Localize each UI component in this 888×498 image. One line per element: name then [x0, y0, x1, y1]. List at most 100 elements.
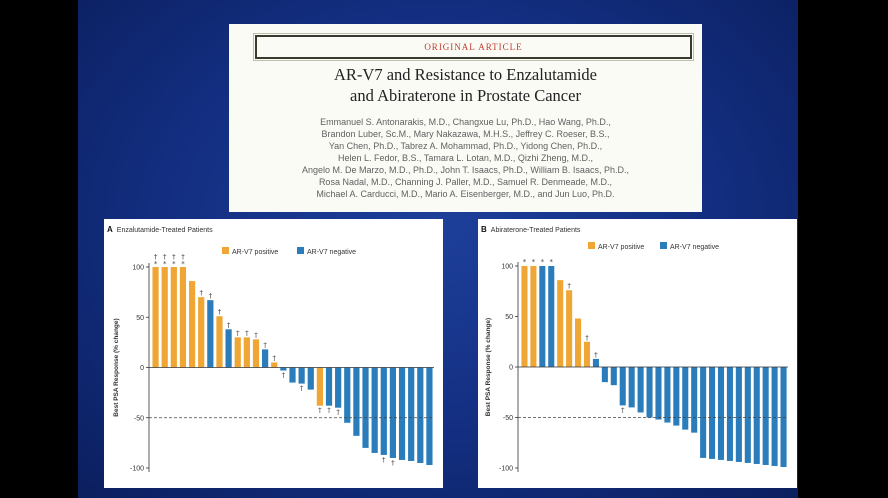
- bar: [655, 367, 662, 420]
- bar: [252, 339, 260, 368]
- bar: [280, 367, 287, 371]
- bar: [298, 367, 305, 384]
- legend-label: AR-V7 positive: [598, 244, 644, 251]
- author-list: Emmanuel S. Antonarakis, M.D., Changxue …: [241, 116, 690, 200]
- bar: [753, 367, 760, 464]
- y-tick-label: -100: [499, 466, 513, 473]
- bar: [408, 367, 415, 461]
- bar: [762, 367, 769, 465]
- y-tick-label: 0: [509, 365, 513, 372]
- bar: [717, 367, 725, 460]
- bar-annotation: *: [532, 258, 536, 266]
- bar: [771, 367, 778, 466]
- bar-annotation: *: [523, 258, 527, 266]
- bar: [601, 367, 608, 383]
- bar-annotation: †: [209, 292, 213, 300]
- bar: [389, 367, 397, 458]
- bar: [353, 367, 360, 436]
- bar: [592, 358, 599, 367]
- bar: [170, 267, 177, 368]
- chart-title-text: Enzalutamide-Treated Patients: [116, 227, 213, 234]
- bar-annotation: †: [336, 409, 340, 417]
- bar-annotation: †: [318, 407, 322, 415]
- y-tick-label: 50: [505, 314, 513, 321]
- bar-annotation: †: [218, 308, 222, 316]
- legend-swatch: [660, 242, 667, 249]
- bar: [709, 367, 716, 459]
- bar-annotation: †: [567, 282, 571, 290]
- bar: [289, 367, 296, 383]
- y-tick-label: 50: [136, 315, 144, 322]
- bar: [691, 367, 698, 433]
- y-tick-label: 100: [501, 264, 513, 271]
- y-axis-label: Best PSA Response (% change): [113, 318, 120, 416]
- bar: [566, 290, 573, 367]
- bar: [344, 367, 351, 423]
- bar: [398, 367, 406, 460]
- bar-annotation: †: [391, 459, 395, 467]
- bar: [316, 367, 323, 406]
- bar-annotation: †: [199, 289, 203, 297]
- bar-annotation: *: [550, 258, 554, 266]
- bar: [521, 266, 528, 367]
- bar-annotation: †: [300, 385, 304, 393]
- bar: [700, 367, 707, 458]
- bar: [271, 362, 278, 368]
- bar-annotation: † *: [154, 253, 158, 268]
- author-line: Angelo M. De Marzo, M.D., Ph.D., John T.…: [302, 165, 629, 175]
- bar-annotation: †: [245, 329, 249, 337]
- author-line: Yan Chen, Ph.D., Tabrez A. Mohammad, Ph.…: [328, 141, 603, 151]
- bar-annotation: † *: [163, 253, 167, 268]
- bar-annotation: †: [227, 321, 231, 329]
- bar: [744, 367, 751, 463]
- legend-label: AR-V7 negative: [307, 249, 356, 256]
- bar-annotation: †: [621, 406, 625, 414]
- bar: [307, 367, 314, 390]
- bar: [362, 367, 369, 448]
- article-title-line: and Abiraterone in Prostate Cancer: [350, 86, 581, 105]
- chart-title: B Abiraterone-Treated Patients: [481, 225, 580, 234]
- bar-annotation: †: [585, 334, 589, 342]
- article-title-line: AR-V7 and Resistance to Enzalutamide: [333, 65, 597, 84]
- bar: [557, 280, 564, 367]
- bar-annotation: *: [541, 258, 545, 266]
- bar: [161, 267, 168, 368]
- bar: [380, 367, 387, 455]
- bar: [780, 367, 787, 467]
- bar-annotation: †: [236, 329, 240, 337]
- chart-title-text: Abiraterone-Treated Patients: [490, 227, 581, 234]
- bar: [682, 367, 689, 430]
- bar: [426, 367, 433, 465]
- bar: [726, 367, 733, 461]
- bar-annotation: †: [327, 407, 331, 415]
- bar: [417, 367, 424, 463]
- bar: [335, 367, 342, 408]
- bar-annotation: †: [272, 354, 276, 362]
- bar: [262, 349, 269, 368]
- y-axis-label: Best PSA Response (% change): [485, 318, 492, 416]
- bar-annotation: †: [254, 331, 258, 339]
- bar: [216, 316, 223, 368]
- bar: [243, 337, 250, 368]
- legend-label: AR-V7 positive: [232, 249, 278, 256]
- y-tick-label: -50: [134, 415, 144, 422]
- bar: [188, 281, 196, 368]
- author-line: Emmanuel S. Antonarakis, M.D., Changxue …: [320, 117, 611, 127]
- bar: [539, 266, 546, 367]
- author-line: Brandon Luber, Sc.M., Mary Nakazawa, M.H…: [321, 129, 610, 139]
- bar: [610, 367, 617, 386]
- author-line: Michael A. Carducci, M.D., Mario A. Eise…: [316, 189, 615, 199]
- bar-annotation: † *: [181, 253, 185, 268]
- bar: [371, 367, 378, 453]
- article-header: ORIGINAL ARTICLE AR-V7 and Resistance to…: [229, 24, 702, 212]
- panel-letter: A: [107, 225, 113, 234]
- bar: [619, 367, 626, 406]
- bar: [179, 267, 187, 368]
- bar-annotation: †: [263, 341, 267, 349]
- author-line: Helen L. Fedor, B.S., Tamara L. Lotan, M…: [338, 153, 593, 163]
- legend-swatch: [297, 247, 304, 254]
- panel-letter: B: [481, 225, 487, 234]
- bar-annotation: †: [282, 372, 286, 380]
- bar: [548, 266, 555, 367]
- y-tick-label: -50: [503, 415, 513, 422]
